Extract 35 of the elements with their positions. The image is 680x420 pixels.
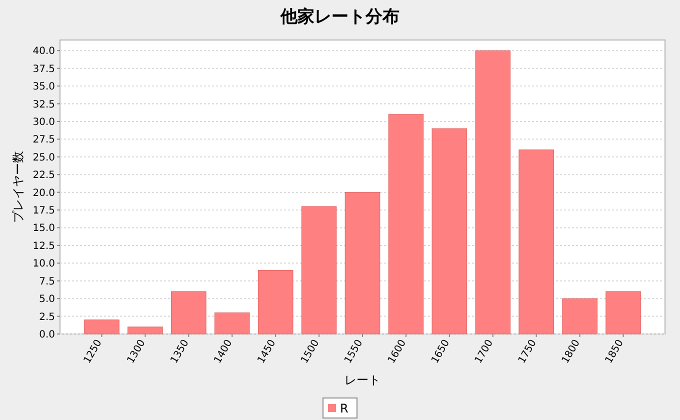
- bar: [171, 291, 206, 334]
- legend-label: R: [340, 402, 348, 416]
- y-tick-label: 20.0: [32, 188, 55, 199]
- y-tick-label: 7.5: [39, 276, 55, 288]
- bar: [301, 206, 337, 334]
- bar: [475, 50, 511, 334]
- bar: [562, 298, 598, 334]
- y-tick-label: 27.5: [32, 134, 55, 146]
- y-tick-label: 25.0: [32, 152, 55, 164]
- y-tick-label: 0.0: [39, 330, 55, 340]
- y-tick-label: 30.0: [32, 116, 55, 128]
- y-tick-label: 35.0: [32, 82, 55, 93]
- bar: [214, 312, 250, 334]
- bar: [432, 128, 468, 334]
- y-tick-label: 32.5: [32, 99, 55, 110]
- y-tick-label: 5.0: [39, 294, 55, 306]
- y-tick-label: 10.0: [32, 258, 55, 270]
- y-tick-label: 40.0: [32, 46, 55, 58]
- bar: [518, 150, 554, 334]
- bar: [128, 326, 163, 334]
- bar: [344, 192, 380, 334]
- y-tick-label: 15.0: [32, 223, 55, 234]
- y-tick-label: 17.5: [32, 206, 55, 217]
- bar: [606, 291, 641, 334]
- y-tick-label: 12.5: [32, 240, 55, 252]
- x-axis-title: レート: [344, 373, 380, 387]
- y-tick-label: 37.5: [32, 64, 55, 75]
- y-tick-label: 2.5: [39, 312, 55, 323]
- chart-title: 他家レート分布: [280, 7, 400, 27]
- bar: [258, 270, 294, 334]
- y-axis-title: プレイヤー数: [11, 151, 25, 223]
- bar: [84, 320, 120, 334]
- y-tick-label: 22.5: [32, 170, 55, 182]
- legend: R: [322, 398, 358, 418]
- bar: [388, 114, 424, 334]
